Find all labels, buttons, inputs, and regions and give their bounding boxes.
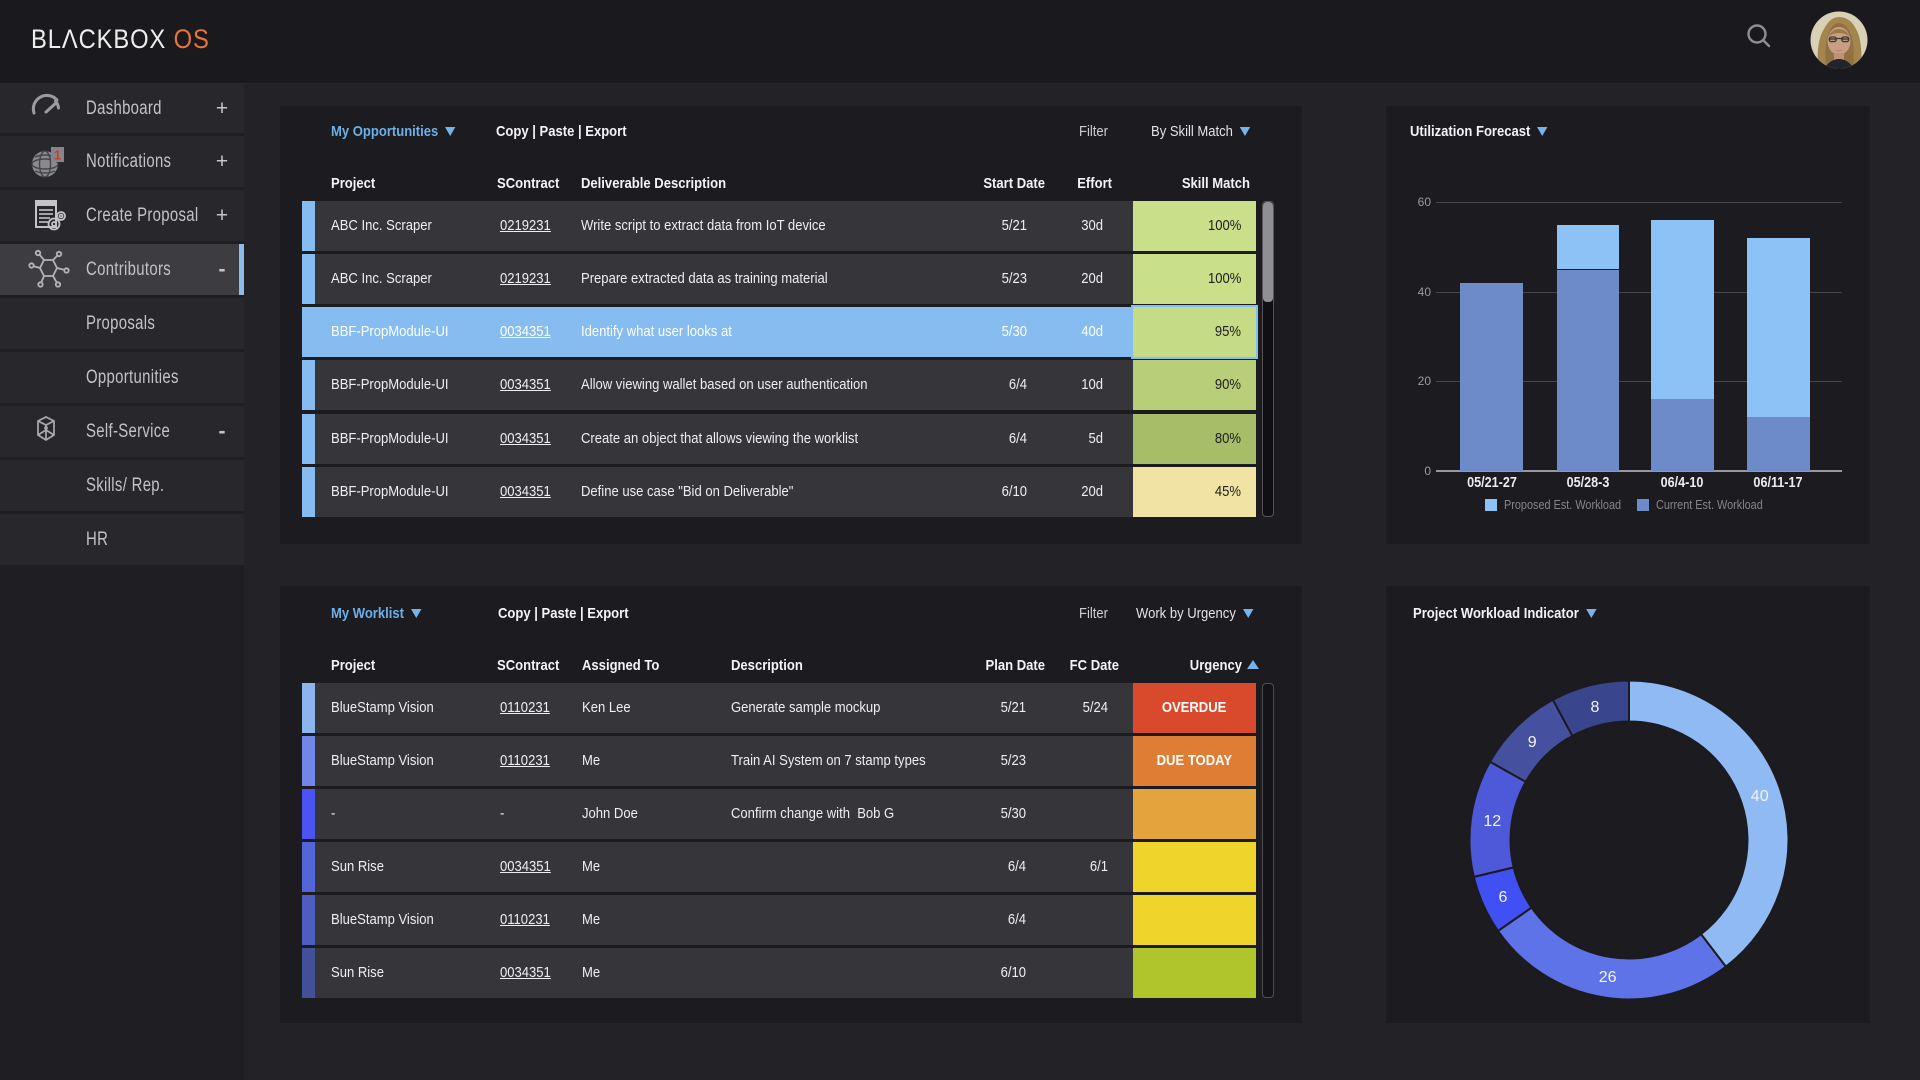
svg-text:1: 1: [54, 149, 61, 163]
